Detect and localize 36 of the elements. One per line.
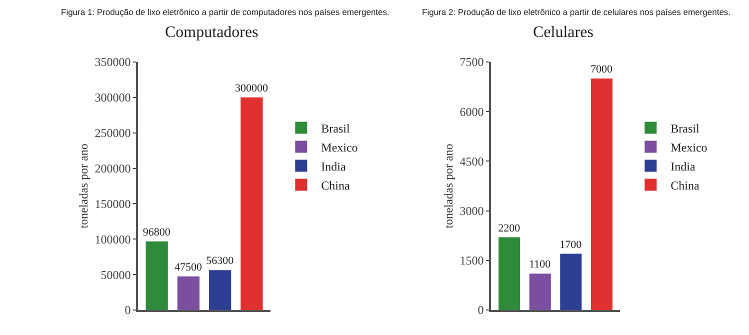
chart-title: Figura 1: Produção de lixo eletrônico a partir de computadores nos países emergentes. [61,7,390,17]
legend-label: China [321,178,350,192]
y-tick-label: 50000 [100,268,131,282]
data-label: 2200 [498,222,521,234]
legend-label: Brasil [321,121,350,136]
y-tick-label: 150000 [94,196,131,211]
data-label: 300000 [234,82,268,94]
chart-subtitle: Computadores [165,24,258,41]
y-axis-title: toneladas por ano [76,144,91,228]
y-tick-label: 7500 [460,55,484,70]
y-tick-label: 1500 [460,254,484,268]
legend-label: India [321,159,346,174]
y-tick-label: 0 [124,303,131,318]
y-tick-label: 6000 [460,104,484,119]
data-label: 7000 [590,64,613,76]
data-label: 96800 [142,226,171,238]
data-label: 47500 [174,261,202,274]
legend-label: India [670,159,696,174]
y-tick-label: 100000 [94,232,131,246]
y-tick-label: 250000 [94,126,131,140]
legend-label: Brasil [670,121,700,136]
y-tick-label: 300000 [94,90,131,105]
y-tick-label: 200000 [94,161,131,176]
legend-label: Mexico [670,140,708,154]
y-tick-label: 0 [478,303,484,318]
y-tick-label: 3000 [460,204,484,218]
data-label: 56300 [206,255,234,268]
data-label: 1100 [529,258,552,271]
y-axis-title: toneladas por ano [442,144,456,228]
y-tick-label: 4500 [460,154,484,168]
data-label: 1700 [560,238,582,251]
chart-subtitle: Celulares [533,24,594,41]
chart-title: Figura 2: Produção de lixo eletrônico a partir de celulares nos países emergentes. [422,7,731,17]
legend-label: China [670,178,700,192]
y-tick-label: 350000 [94,55,131,70]
legend-label: Mexico [321,140,358,154]
